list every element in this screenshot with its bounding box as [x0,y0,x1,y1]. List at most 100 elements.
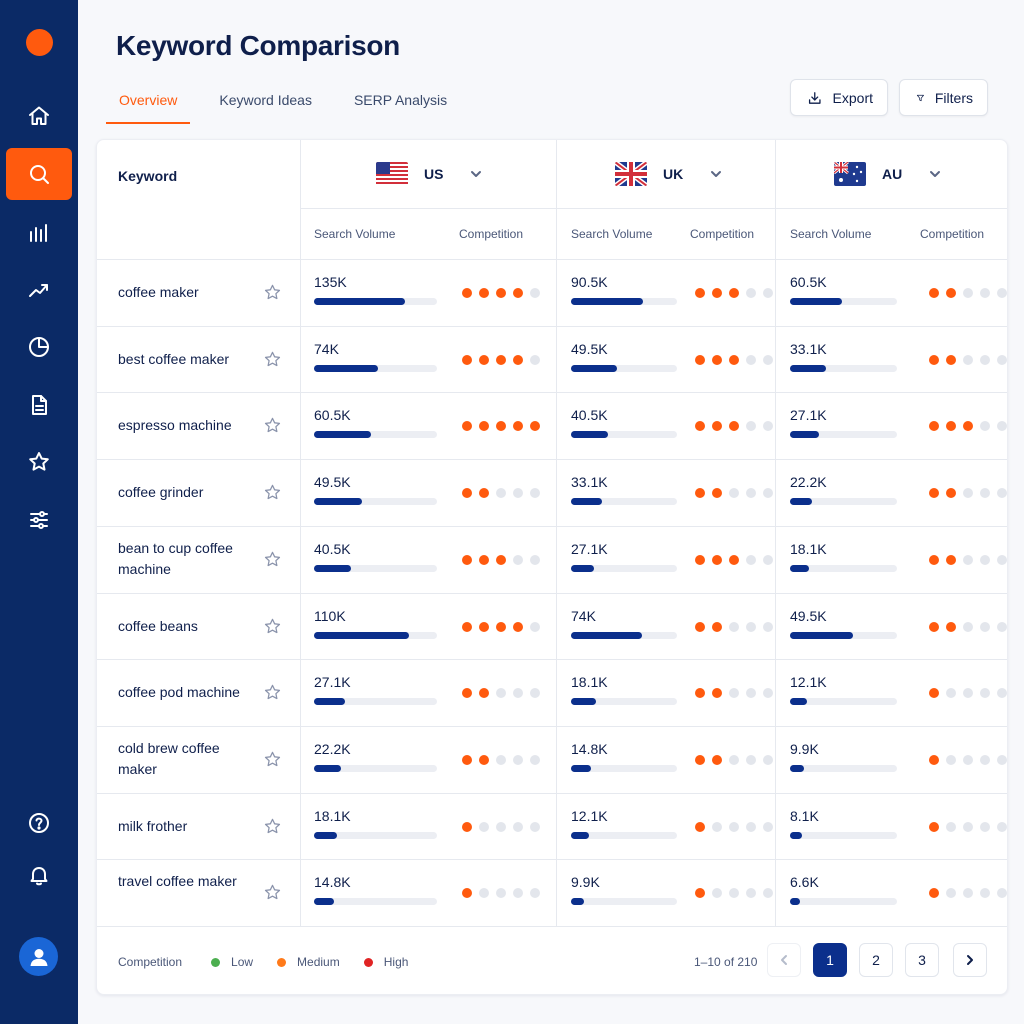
star-icon[interactable] [263,416,282,435]
page-3-button[interactable]: 3 [905,943,939,977]
uk-volume-bar [571,698,677,705]
table-row[interactable]: cold brew coffee maker 22.2K 14.8K 9.9K [97,726,1007,792]
nav-documents[interactable] [6,379,72,431]
star-icon[interactable] [263,683,282,702]
table-row[interactable]: espresso machine 60.5K 40.5K 27.1K [97,392,1007,458]
au-search-volume-header: Search Volume [790,227,872,241]
table-row[interactable]: coffee maker 135K 90.5K 60.5K [97,259,1007,325]
keyword-text: espresso machine [118,417,232,433]
bell-icon [30,867,48,886]
page-1-button[interactable]: 1 [813,943,847,977]
us-competition-dots [462,622,540,632]
nav-help[interactable] [6,797,72,849]
au-competition-dots [929,555,1007,565]
table-row[interactable]: best coffee maker 74K 49.5K 33.1K [97,326,1007,392]
nav-settings[interactable] [6,494,72,546]
search-icon [30,165,49,184]
us-volume-bar [314,565,437,572]
country-selector-au[interactable]: AU [834,162,942,186]
export-button[interactable]: Export [790,79,888,116]
nav-notifications[interactable] [6,849,72,901]
help-icon [29,813,49,833]
star-icon[interactable] [263,617,282,636]
table-row[interactable]: coffee grinder 49.5K 33.1K 22.2K [97,459,1007,525]
competition-dot [530,688,540,698]
competition-dot [729,488,739,498]
competition-dot [462,421,472,431]
star-icon[interactable] [263,550,282,569]
row-divider [97,593,1007,594]
nav-search[interactable] [6,148,72,200]
us-competition-dots [462,421,540,431]
competition-dot [746,622,756,632]
au-volume-bar-fill [790,498,812,505]
table-row[interactable]: coffee pod machine 27.1K 18.1K 12.1K [97,659,1007,725]
country-code-uk: UK [663,166,684,182]
uk-volume-bar [571,765,677,772]
prev-page-button[interactable] [767,943,801,977]
competition-dot [712,888,722,898]
au-competition-dots [929,421,1007,431]
filters-button[interactable]: Filters [899,79,988,116]
competition-dot [946,355,956,365]
competition-dot [695,421,705,431]
competition-dot [980,555,990,565]
competition-dot [712,355,722,365]
table-row[interactable]: coffee beans 110K 74K 49.5K [97,593,1007,659]
competition-dot [496,888,506,898]
au-volume-bar [790,898,897,905]
tab-bar: Overview Keyword Ideas SERP Analysis [106,86,460,124]
competition-dot [729,755,739,765]
us-search-volume: 60.5K [314,407,351,423]
star-icon[interactable] [263,883,282,902]
star-icon[interactable] [263,817,282,836]
uk-volume-bar [571,832,677,839]
uk-volume-bar [571,365,677,372]
table-row[interactable]: travel coffee maker 14.8K 9.9K 6.6K [97,859,1007,925]
uk-competition-dots [695,688,773,698]
nav-home[interactable] [6,90,72,142]
uk-volume-bar [571,498,677,505]
next-page-button[interactable] [953,943,987,977]
star-icon[interactable] [263,483,282,502]
au-flag-icon [834,162,866,186]
page-2-button[interactable]: 2 [859,943,893,977]
competition-dot [496,488,506,498]
competition-dot [729,688,739,698]
star-icon[interactable] [263,750,282,769]
home-icon [29,106,49,125]
star-icon[interactable] [263,283,282,302]
uk-search-volume: 18.1K [571,674,608,690]
au-search-volume: 33.1K [790,341,827,357]
competition-dot [695,888,705,898]
au-competition-dots [929,622,1007,632]
uk-search-volume: 14.8K [571,741,608,757]
nav-pie-chart[interactable] [6,321,72,373]
country-selector-us[interactable]: US [376,162,483,186]
keyword-text: cold brew coffee maker [118,740,220,777]
au-search-volume: 18.1K [790,541,827,557]
au-volume-bar [790,498,897,505]
star-icon[interactable] [263,350,282,369]
tab-overview[interactable]: Overview [106,86,191,124]
chevron-down-icon [711,171,722,177]
nav-bar-chart[interactable] [6,207,72,259]
user-avatar[interactable] [19,937,58,976]
competition-dot [513,822,523,832]
competition-dot [479,288,489,298]
table-row[interactable]: bean to cup coffee machine 40.5K 27.1K 18.1… [97,526,1007,592]
table-row[interactable]: milk frother 18.1K 12.1K 8.1K [97,793,1007,859]
nav-trends[interactable] [6,264,72,316]
competition-dot [929,688,939,698]
competition-dot [712,622,722,632]
competition-dot [496,355,506,365]
country-selector-uk[interactable]: UK [615,162,723,186]
nav-favorites[interactable] [6,436,72,488]
competition-dot [729,355,739,365]
tab-keyword-ideas[interactable]: Keyword Ideas [219,92,312,108]
competition-dot [513,421,523,431]
us-volume-bar-fill [314,632,409,639]
uk-search-volume: 33.1K [571,474,608,490]
tab-serp-analysis[interactable]: SERP Analysis [353,92,448,108]
au-volume-bar-fill [790,632,853,639]
